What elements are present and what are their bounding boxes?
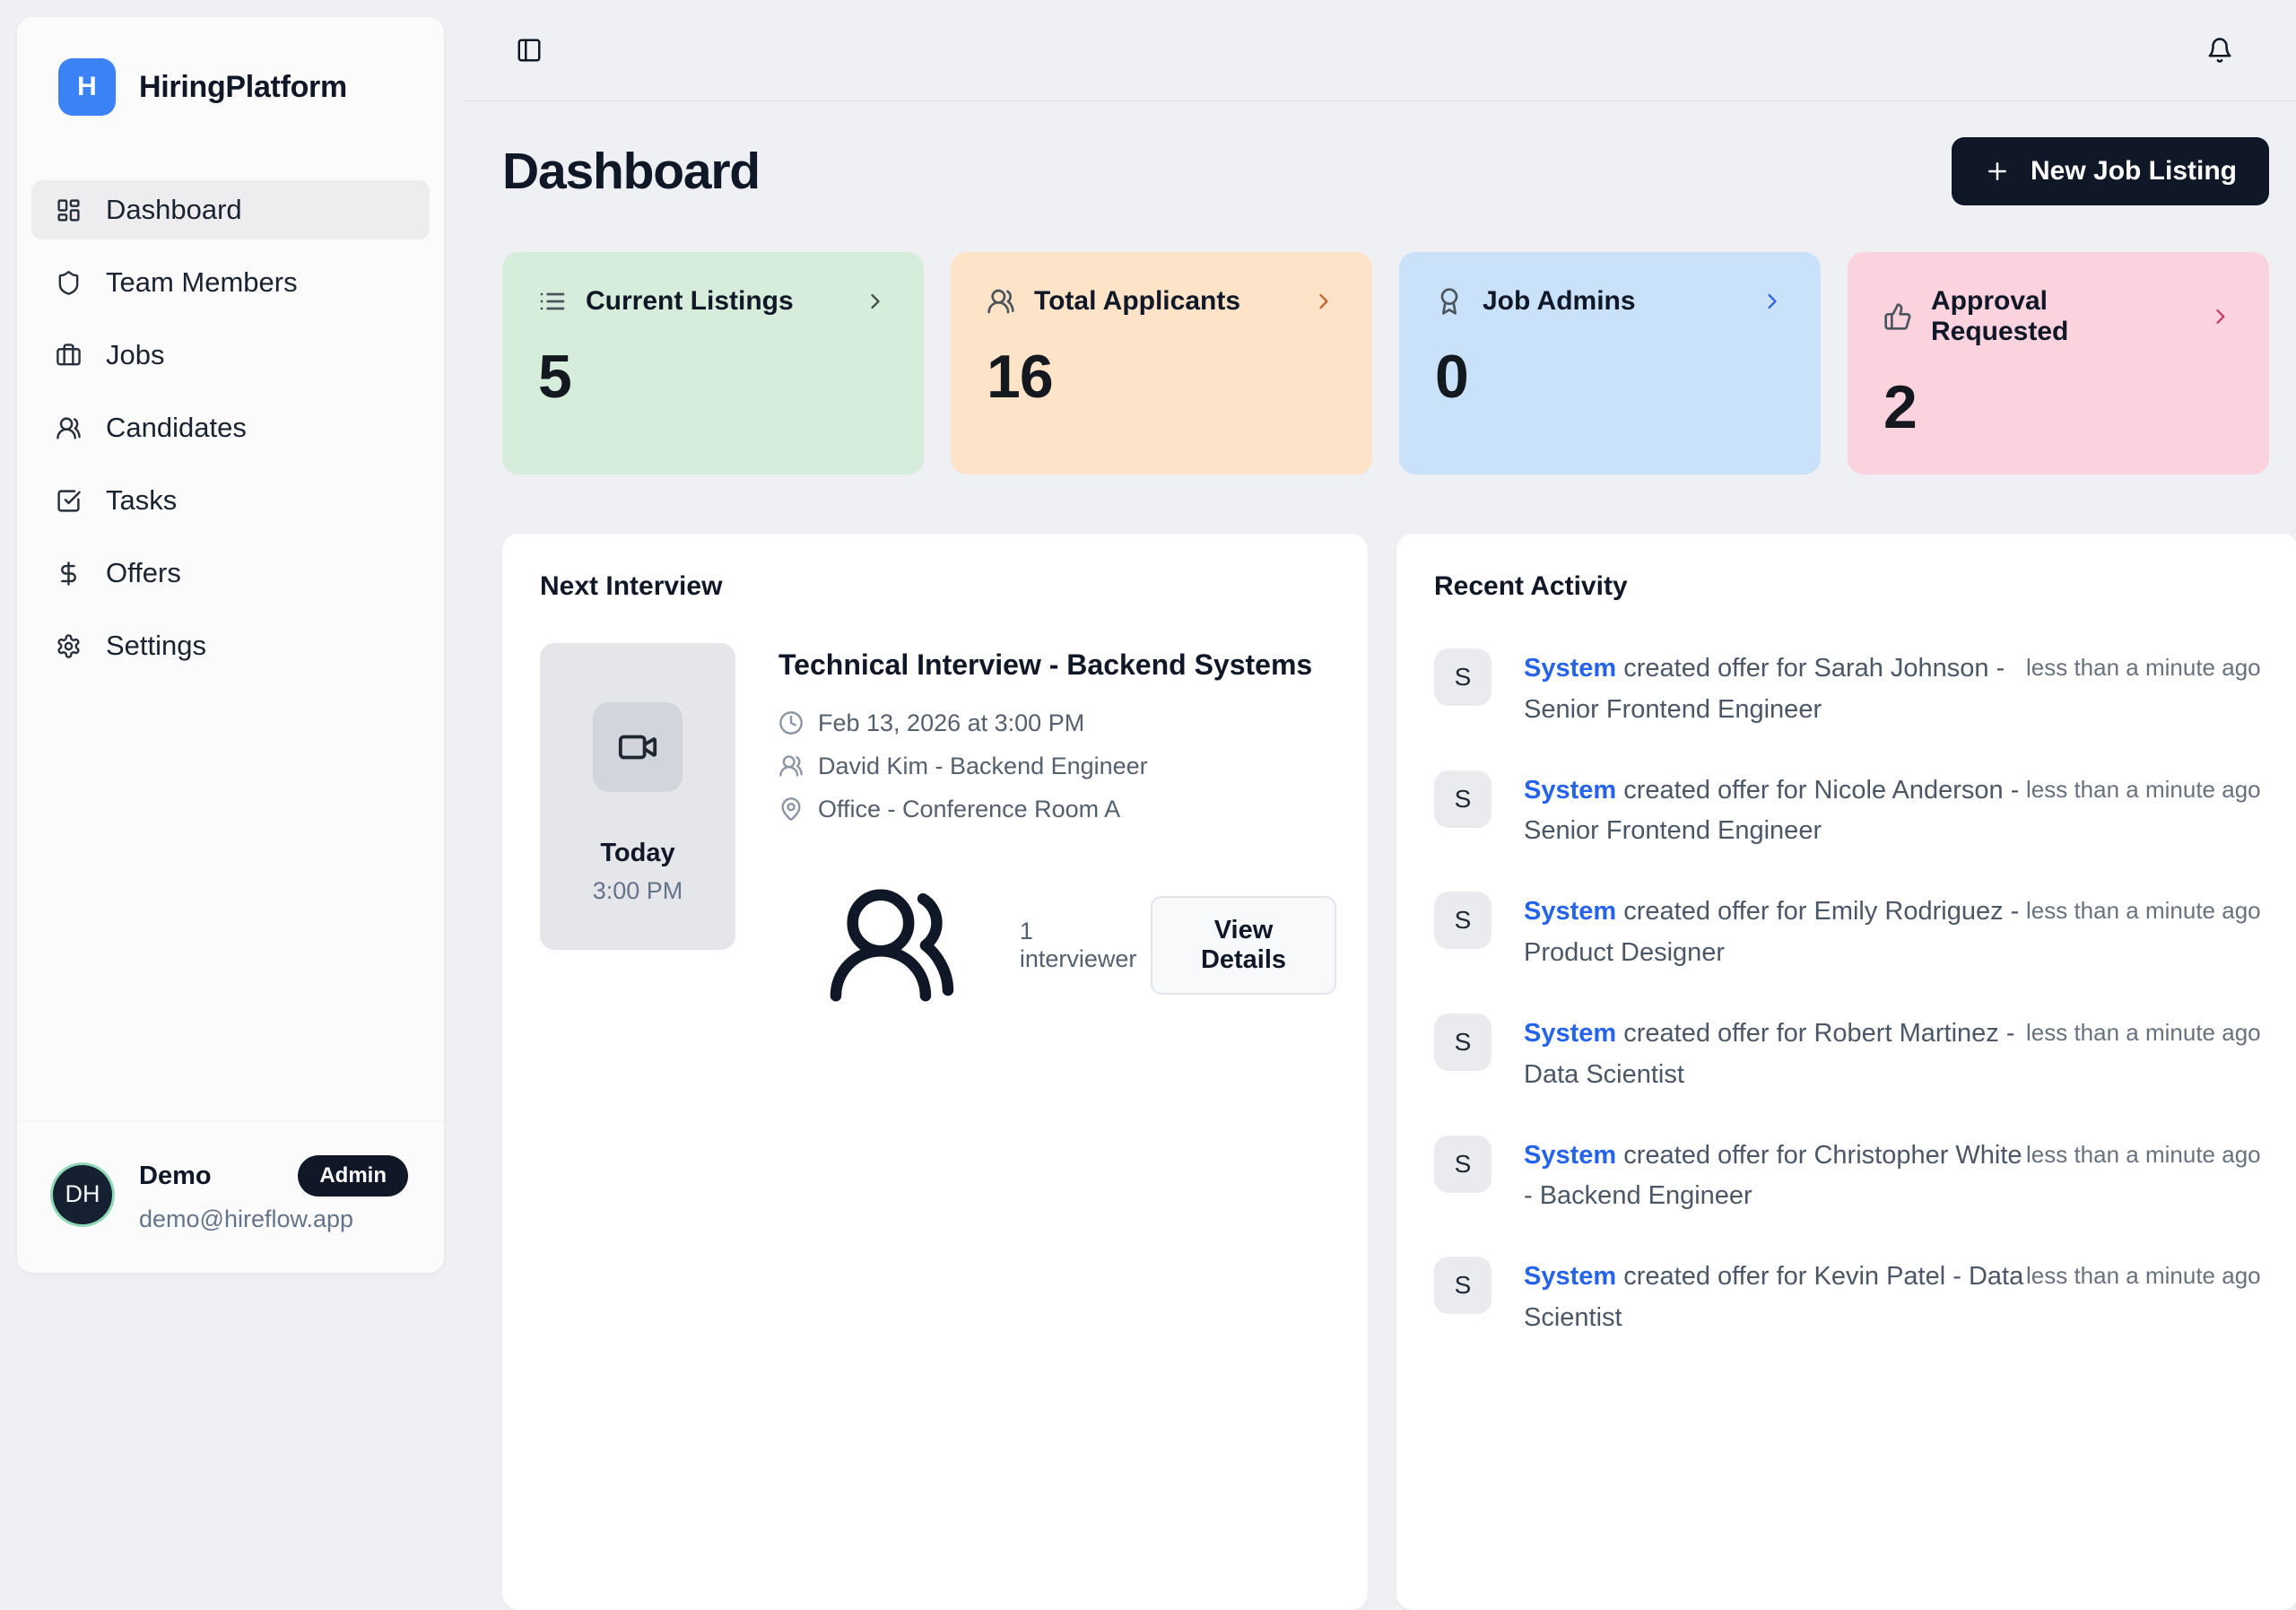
users-icon bbox=[778, 878, 1005, 1013]
new-job-listing-button[interactable]: New Job Listing bbox=[1951, 137, 2269, 205]
app-name: HiringPlatform bbox=[139, 69, 347, 104]
interview-date-tile: Today 3:00 PM bbox=[540, 643, 735, 950]
interview-candidate-row: David Kim - Backend Engineer bbox=[778, 753, 1336, 780]
sidebar: H HiringPlatform Dashboard Team Members … bbox=[16, 16, 445, 1274]
recent-activity-panel: Recent Activity S System created offer f… bbox=[1396, 534, 2296, 1610]
stat-value: 0 bbox=[1435, 343, 1469, 411]
avatar: S bbox=[1434, 648, 1492, 706]
user-menu[interactable]: DH Demo Admin demo@hireflow.app bbox=[17, 1120, 444, 1273]
stat-card-current-listings[interactable]: Current Listings 5 bbox=[502, 252, 924, 474]
layout-dashboard-icon bbox=[56, 197, 82, 223]
recent-activity-title: Recent Activity bbox=[1434, 571, 1628, 601]
interview-time: 3:00 PM bbox=[592, 877, 683, 904]
activity-item: S System created offer for Nicole Anders… bbox=[1434, 770, 2261, 853]
actor-link[interactable]: System bbox=[1524, 1140, 1617, 1170]
activity-item: S System created offer for Christopher W… bbox=[1434, 1135, 2261, 1218]
stat-label: Job Admins bbox=[1483, 286, 1636, 316]
app-logo: H bbox=[58, 58, 116, 116]
activity-timestamp: less than a minute ago bbox=[2026, 897, 2261, 925]
gear-icon bbox=[56, 633, 82, 659]
activity-item: S System created offer for Kevin Patel -… bbox=[1434, 1257, 2261, 1339]
actor-link[interactable]: System bbox=[1524, 654, 1617, 683]
list-icon bbox=[538, 287, 567, 316]
chevron-right-icon bbox=[1760, 289, 1785, 314]
sidebar-item-dashboard[interactable]: Dashboard bbox=[31, 180, 430, 239]
stat-cards: Current Listings 5 Total Applicants 16 J… bbox=[502, 252, 2269, 474]
chevron-right-icon bbox=[1311, 289, 1336, 314]
award-icon bbox=[1435, 287, 1464, 316]
avatar: S bbox=[1434, 1013, 1492, 1071]
stat-label: Approval Requested bbox=[1931, 286, 2069, 346]
sidebar-item-offers[interactable]: Offers bbox=[31, 544, 430, 603]
stat-value: 5 bbox=[538, 343, 572, 411]
chevron-right-icon bbox=[2208, 304, 2233, 329]
briefcase-icon bbox=[56, 343, 82, 369]
activity-timestamp: less than a minute ago bbox=[2026, 775, 2261, 803]
dashboard-content: Dashboard New Job Listing Current Listin… bbox=[462, 137, 2296, 1610]
avatar: S bbox=[1434, 770, 1492, 828]
activity-item: S System created offer for Emily Rodrigu… bbox=[1434, 892, 2261, 974]
actor-link[interactable]: System bbox=[1524, 1262, 1617, 1292]
activity-list: S System created offer for Sarah Johnson… bbox=[1434, 648, 2261, 1339]
main-area: Dashboard New Job Listing Current Listin… bbox=[462, 0, 2296, 1610]
avatar: DH bbox=[53, 1164, 112, 1224]
stat-card-job-admins[interactable]: Job Admins 0 bbox=[1399, 252, 1821, 474]
plus-icon bbox=[1984, 158, 2011, 185]
stat-value: 16 bbox=[987, 343, 1054, 411]
avatar: S bbox=[1434, 892, 1492, 950]
video-camera-icon bbox=[617, 727, 658, 768]
sidebar-item-settings[interactable]: Settings bbox=[31, 616, 430, 675]
sidebar-toggle-icon[interactable] bbox=[516, 37, 543, 64]
avatar: S bbox=[1434, 1135, 1492, 1193]
interview-day: Today bbox=[600, 839, 675, 867]
clock-icon bbox=[778, 710, 804, 735]
next-interview-title: Next Interview bbox=[540, 571, 723, 601]
chevron-right-icon bbox=[863, 289, 888, 314]
stat-card-total-applicants[interactable]: Total Applicants 16 bbox=[951, 252, 1372, 474]
interview-job-title: Technical Interview - Backend Systems bbox=[778, 648, 1313, 681]
sidebar-item-team-members[interactable]: Team Members bbox=[31, 253, 430, 312]
sidebar-item-candidates[interactable]: Candidates bbox=[31, 398, 430, 457]
activity-timestamp: less than a minute ago bbox=[2026, 654, 2261, 681]
dollar-icon bbox=[56, 561, 82, 587]
check-square-icon bbox=[56, 488, 82, 514]
next-interview-panel: Next Interview Today 3:00 PM Technical I… bbox=[502, 534, 1368, 1610]
actor-link[interactable]: System bbox=[1524, 1018, 1617, 1048]
sidebar-nav: Dashboard Team Members Jobs Candidates T… bbox=[17, 180, 444, 675]
activity-item: S System created offer for Robert Martin… bbox=[1434, 1013, 2261, 1096]
map-pin-icon bbox=[778, 796, 804, 822]
user-name: Demo bbox=[139, 1161, 212, 1190]
interviewer-count: 1 interviewer bbox=[1019, 917, 1137, 972]
topbar bbox=[462, 0, 2296, 101]
interview-datetime-row: Feb 13, 2026 at 3:00 PM bbox=[778, 709, 1336, 737]
video-icon-box bbox=[593, 702, 683, 792]
role-badge: Admin bbox=[298, 1155, 408, 1197]
page-title: Dashboard bbox=[502, 143, 761, 200]
avatar: S bbox=[1434, 1257, 1492, 1315]
sidebar-item-tasks[interactable]: Tasks bbox=[31, 471, 430, 530]
app-logo-row: H HiringPlatform bbox=[17, 17, 444, 125]
stat-card-approval-requested[interactable]: Approval Requested 2 bbox=[1848, 252, 2269, 474]
activity-timestamp: less than a minute ago bbox=[2026, 1262, 2261, 1290]
sidebar-item-jobs[interactable]: Jobs bbox=[31, 326, 430, 385]
bell-icon[interactable] bbox=[2206, 37, 2233, 64]
users-icon bbox=[778, 753, 804, 779]
users-icon bbox=[987, 287, 1015, 316]
activity-item: S System created offer for Sarah Johnson… bbox=[1434, 648, 2261, 731]
thumbs-up-icon bbox=[1883, 302, 1912, 331]
activity-timestamp: less than a minute ago bbox=[2026, 1018, 2261, 1046]
activity-timestamp: less than a minute ago bbox=[2026, 1140, 2261, 1168]
stat-label: Total Applicants bbox=[1034, 286, 1241, 316]
stat-label: Current Listings bbox=[586, 286, 794, 316]
interview-location-row: Office - Conference Room A bbox=[778, 796, 1336, 823]
user-email: demo@hireflow.app bbox=[139, 1205, 354, 1232]
users-icon bbox=[56, 415, 82, 441]
view-details-button[interactable]: View Details bbox=[1151, 895, 1336, 995]
actor-link[interactable]: System bbox=[1524, 897, 1617, 927]
actor-link[interactable]: System bbox=[1524, 775, 1617, 805]
shield-icon bbox=[56, 270, 82, 296]
stat-value: 2 bbox=[1883, 373, 1918, 441]
